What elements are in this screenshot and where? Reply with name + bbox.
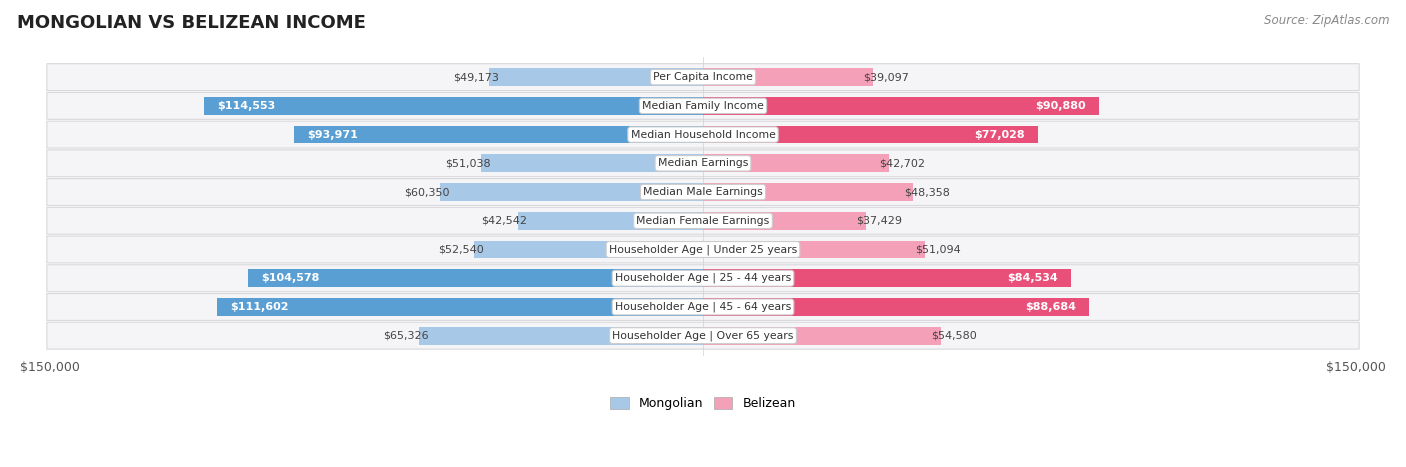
Text: Householder Age | Over 65 years: Householder Age | Over 65 years — [612, 331, 794, 341]
Bar — [703, 212, 866, 230]
Bar — [703, 155, 889, 172]
Text: Median Household Income: Median Household Income — [630, 130, 776, 140]
Bar — [703, 327, 941, 345]
Text: $93,971: $93,971 — [307, 130, 359, 140]
Text: $65,326: $65,326 — [382, 331, 429, 341]
FancyBboxPatch shape — [46, 92, 1360, 119]
Bar — [247, 269, 703, 287]
Text: $42,542: $42,542 — [482, 216, 527, 226]
Bar — [517, 212, 703, 230]
Text: Median Female Earnings: Median Female Earnings — [637, 216, 769, 226]
Text: Median Earnings: Median Earnings — [658, 158, 748, 168]
Text: $90,880: $90,880 — [1035, 101, 1085, 111]
Text: $104,578: $104,578 — [262, 273, 319, 283]
Text: $51,038: $51,038 — [446, 158, 491, 168]
FancyBboxPatch shape — [46, 64, 1360, 91]
Text: Householder Age | 25 - 44 years: Householder Age | 25 - 44 years — [614, 273, 792, 283]
FancyBboxPatch shape — [46, 236, 1360, 263]
Text: $114,553: $114,553 — [218, 101, 276, 111]
Bar — [474, 241, 703, 258]
Bar — [419, 327, 703, 345]
FancyBboxPatch shape — [46, 178, 1360, 205]
Text: $48,358: $48,358 — [904, 187, 949, 197]
Text: Median Family Income: Median Family Income — [643, 101, 763, 111]
Text: Householder Age | Under 25 years: Householder Age | Under 25 years — [609, 244, 797, 255]
Bar — [204, 97, 703, 115]
Text: $77,028: $77,028 — [974, 130, 1025, 140]
Text: $111,602: $111,602 — [231, 302, 288, 312]
Text: Source: ZipAtlas.com: Source: ZipAtlas.com — [1264, 14, 1389, 27]
Bar — [703, 241, 925, 258]
Text: $88,684: $88,684 — [1025, 302, 1076, 312]
Text: $42,702: $42,702 — [879, 158, 925, 168]
FancyBboxPatch shape — [46, 121, 1360, 148]
FancyBboxPatch shape — [46, 322, 1360, 349]
Bar — [703, 183, 914, 201]
Text: $51,094: $51,094 — [915, 245, 962, 255]
Bar — [703, 269, 1071, 287]
Bar — [703, 126, 1038, 143]
Text: Median Male Earnings: Median Male Earnings — [643, 187, 763, 197]
Bar — [489, 68, 703, 86]
Bar — [218, 298, 703, 316]
Legend: Mongolian, Belizean: Mongolian, Belizean — [606, 392, 800, 415]
Bar — [703, 97, 1098, 115]
FancyBboxPatch shape — [46, 294, 1360, 320]
Text: Householder Age | 45 - 64 years: Householder Age | 45 - 64 years — [614, 302, 792, 312]
Text: $84,534: $84,534 — [1007, 273, 1057, 283]
Text: MONGOLIAN VS BELIZEAN INCOME: MONGOLIAN VS BELIZEAN INCOME — [17, 14, 366, 32]
Bar — [481, 155, 703, 172]
Text: $37,429: $37,429 — [856, 216, 903, 226]
FancyBboxPatch shape — [46, 150, 1360, 177]
Bar — [703, 68, 873, 86]
Text: $60,350: $60,350 — [405, 187, 450, 197]
Bar — [440, 183, 703, 201]
FancyBboxPatch shape — [46, 265, 1360, 292]
FancyBboxPatch shape — [46, 207, 1360, 234]
Text: $49,173: $49,173 — [453, 72, 499, 82]
Bar — [294, 126, 703, 143]
Text: Per Capita Income: Per Capita Income — [652, 72, 754, 82]
Text: $39,097: $39,097 — [863, 72, 910, 82]
Text: $54,580: $54,580 — [931, 331, 977, 341]
Text: $52,540: $52,540 — [439, 245, 484, 255]
Bar — [703, 298, 1090, 316]
